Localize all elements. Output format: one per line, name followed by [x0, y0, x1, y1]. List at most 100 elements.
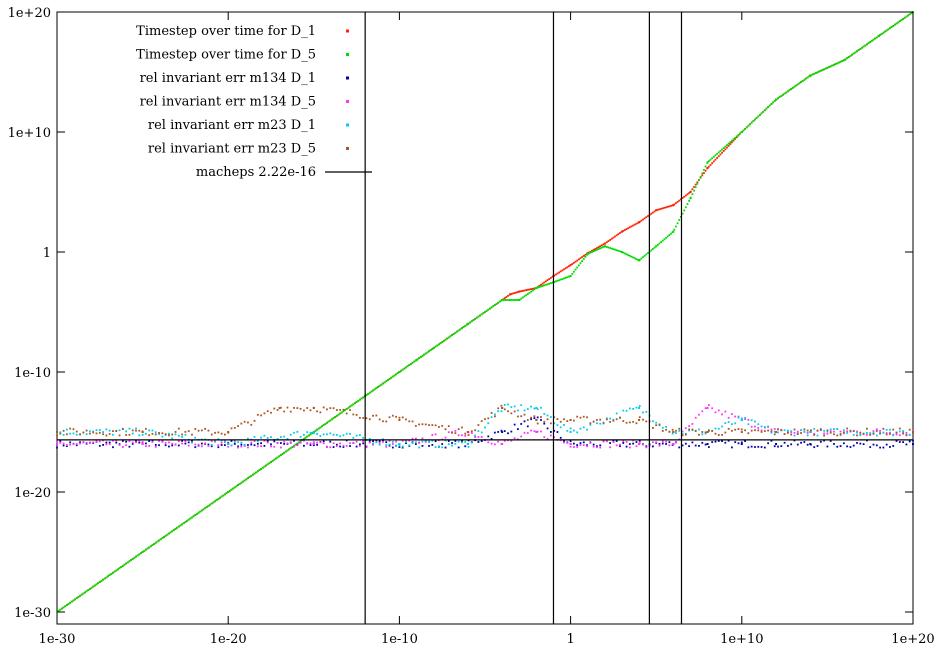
series-dot: [441, 341, 444, 343]
series-dot: [605, 417, 608, 420]
series-dot: [859, 48, 862, 50]
series-dot: [849, 54, 852, 57]
series-dot: [780, 445, 783, 448]
series-dot: [136, 554, 139, 557]
series-dot: [382, 382, 384, 385]
series-dot: [322, 406, 325, 409]
series-dot: [87, 589, 90, 591]
series-dot: [105, 443, 108, 446]
series-dot: [605, 241, 608, 244]
series-dot: [507, 294, 509, 297]
series-dot: [566, 266, 569, 269]
series-dot: [681, 212, 684, 215]
series-dot: [826, 66, 829, 69]
series-dot: [724, 410, 727, 413]
series-dot: [311, 432, 314, 435]
series-dot: [362, 442, 365, 445]
series-dot: [604, 245, 607, 248]
series-dot: [530, 290, 532, 293]
series-dot: [673, 203, 676, 206]
series-dot: [118, 444, 121, 446]
series-dot: [512, 299, 514, 301]
series-dot: [711, 162, 714, 165]
series-dot: [709, 163, 712, 166]
series-dot: [293, 445, 295, 448]
series-dot: [256, 470, 259, 473]
series-dot: [286, 438, 289, 440]
series-dot: [645, 446, 648, 449]
series-dot: [688, 425, 691, 428]
series-dot: [154, 431, 157, 434]
series-dot: [465, 323, 468, 326]
series-dot: [383, 381, 386, 384]
series-dot: [586, 416, 588, 419]
series-dot: [566, 420, 569, 422]
series-dot: [670, 204, 672, 207]
series-dot: [559, 436, 562, 439]
series-dot: [862, 433, 865, 435]
series-dot: [299, 407, 302, 410]
series-dot: [98, 581, 101, 583]
series-dot: [558, 271, 560, 274]
series-dot: [818, 70, 821, 73]
series-dot: [729, 143, 732, 146]
series-dot: [675, 441, 677, 444]
series-dot: [202, 508, 205, 511]
series-dot: [339, 435, 342, 438]
series-dot: [563, 440, 565, 443]
series-dot: [490, 411, 493, 414]
series-dot: [839, 430, 842, 433]
series-dot: [447, 431, 450, 434]
series-dot: [378, 384, 381, 387]
series-dot: [538, 285, 541, 287]
series-dot: [806, 434, 809, 437]
series-dot: [521, 289, 524, 292]
series-dot: [210, 445, 213, 448]
series-dot: [98, 431, 101, 434]
series-dot: [582, 426, 585, 429]
series-dot: [551, 281, 554, 284]
series-dot: [56, 440, 58, 443]
series-dot: [661, 430, 664, 432]
series-dot: [156, 540, 159, 543]
series-dot: [327, 420, 330, 423]
series-dot: [500, 299, 503, 302]
series-dot: [635, 445, 638, 448]
series-dot: [484, 311, 486, 313]
series-dot: [709, 158, 712, 161]
series-dot: [191, 441, 193, 444]
series-dot: [589, 250, 592, 253]
series-dot: [253, 444, 256, 447]
series-dot: [220, 495, 223, 498]
series-dot: [540, 419, 542, 421]
series-dot: [447, 443, 450, 446]
series-dot: [694, 430, 697, 433]
series-dot: [561, 278, 564, 280]
series-dot: [806, 443, 809, 446]
series-dot: [609, 239, 612, 241]
series-dot: [635, 406, 638, 409]
series-dot: [574, 268, 577, 271]
series-dot: [638, 405, 641, 407]
series-dot: [344, 409, 346, 411]
series-dot: [347, 406, 350, 409]
series-dot: [816, 445, 819, 447]
series-dot: [464, 434, 467, 437]
series-dot: [131, 429, 134, 432]
series-dot: [895, 431, 898, 434]
series-dot: [576, 259, 579, 262]
series-dot: [454, 440, 457, 442]
series-dot: [717, 151, 720, 154]
data-point: [638, 443, 641, 445]
series-dot: [772, 101, 774, 104]
series-dot: [596, 445, 598, 448]
series-dot: [454, 430, 457, 432]
series-dot: [503, 299, 506, 301]
series-dot: [666, 235, 669, 238]
series-dot: [194, 514, 197, 516]
series-dot: [439, 342, 442, 345]
data-point: [912, 443, 914, 445]
series-dot: [92, 585, 95, 588]
series-dot: [480, 420, 483, 422]
series-dot: [847, 56, 850, 58]
